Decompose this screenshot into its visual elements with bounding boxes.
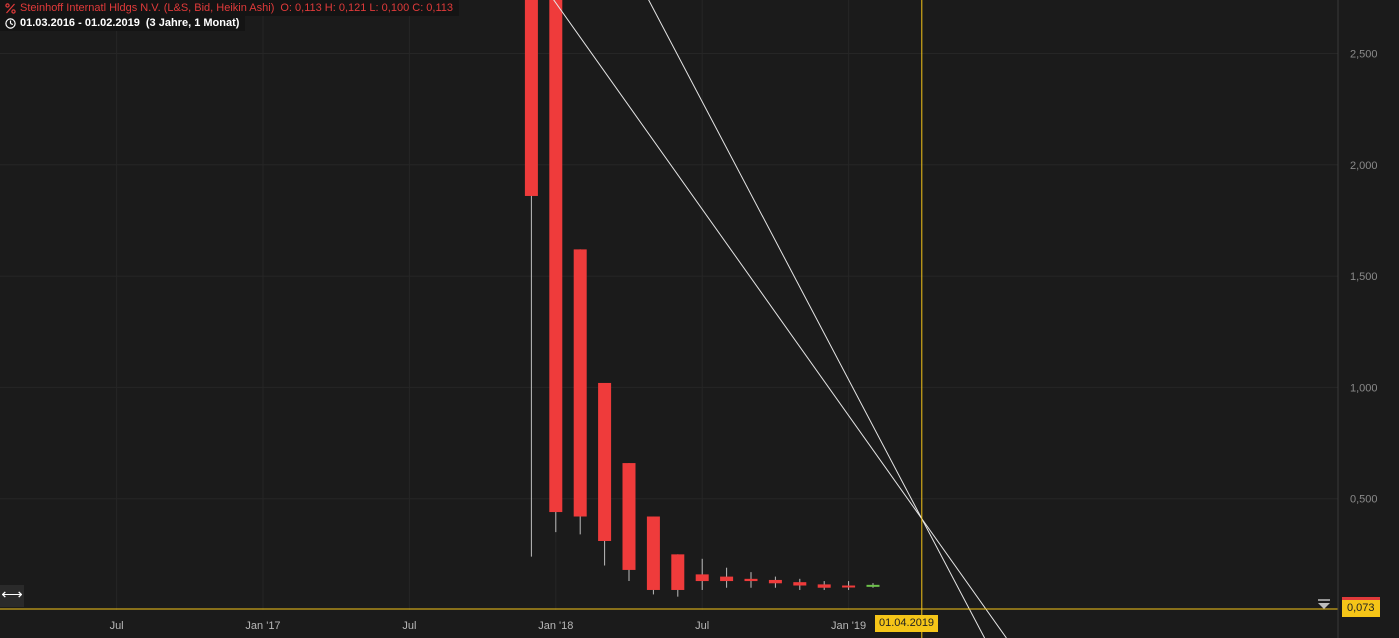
chart-title: Steinhoff Internatl Hldgs N.V. (L&S, Bid… [20,2,275,14]
y-tick-label: 0,500 [1350,494,1378,506]
x-axis-ticks: Jul Jan '17 Jul Jan '18 Jul Jan '19 [110,620,867,632]
candle [549,0,563,533]
candle-body [768,579,782,584]
candle [817,581,831,590]
y-axis-ticks: 0,5001,0001,5002,0002,5003,0003,5004,000… [1350,49,1378,506]
clock-icon [3,16,17,30]
x-tick-label: Jan '19 [831,620,866,632]
candle [866,583,880,588]
candle-body [671,554,685,590]
double-arrow-icon[interactable]: ⟷ [0,585,24,607]
y-tick-label: 2,000 [1350,160,1378,172]
candle-body [573,249,587,517]
candle [524,0,538,557]
trendlines[interactable] [385,0,1007,638]
candle-body [598,382,612,541]
candles [524,0,880,597]
y-tick-label: 1,000 [1350,382,1378,394]
candle [622,463,636,582]
candle [720,567,734,588]
candle-body [720,576,734,582]
scroll-down-icon[interactable] [1316,598,1332,610]
grid [0,0,1338,610]
plot-background [0,0,1338,610]
percent-icon [3,1,17,15]
candle [793,578,807,590]
candle [671,554,685,597]
chart-title-bar: Steinhoff Internatl Hldgs N.V. (L&S, Bid… [0,0,460,16]
crosshair-date-label: 01.04.2019 [875,615,939,632]
candle-body [524,0,538,196]
y-tick-label: 2,500 [1350,49,1378,61]
candle [646,516,660,595]
crosshair [0,0,1338,638]
x-tick-label: Jul [402,620,416,632]
candle-body [646,516,660,590]
candle-body [622,463,636,570]
candle [744,572,758,588]
candle [768,576,782,588]
candle [598,382,612,566]
x-tick-label: Jul [110,620,124,632]
ohlc-readout: O: 0,113 H: 0,121 L: 0,100 C: 0,113 [280,2,454,14]
candle-body [842,585,856,588]
x-tick-label: Jan '18 [538,620,573,632]
trendline [553,0,1007,638]
candle-body [549,0,563,513]
candle [695,558,709,590]
candle [573,249,587,535]
x-tick-label: Jan '17 [245,620,280,632]
candle-body [793,582,807,586]
candle-body [744,578,758,582]
candle-body [695,574,709,582]
candle-body [866,584,880,587]
trendline [648,0,986,638]
candle-body [817,584,831,588]
candle [842,581,856,590]
date-range-desc: (3 Jahre, 1 Monat) [145,17,240,29]
x-tick-label: Jul [695,620,709,632]
y-tick-label: 1,500 [1350,271,1378,283]
last-price-tag: 0,073 [1342,597,1380,617]
date-range-bar[interactable]: 01.03.2016 - 01.02.2019 (3 Jahre, 1 Mona… [0,15,246,31]
date-range: 01.03.2016 - 01.02.2019 [20,17,140,29]
